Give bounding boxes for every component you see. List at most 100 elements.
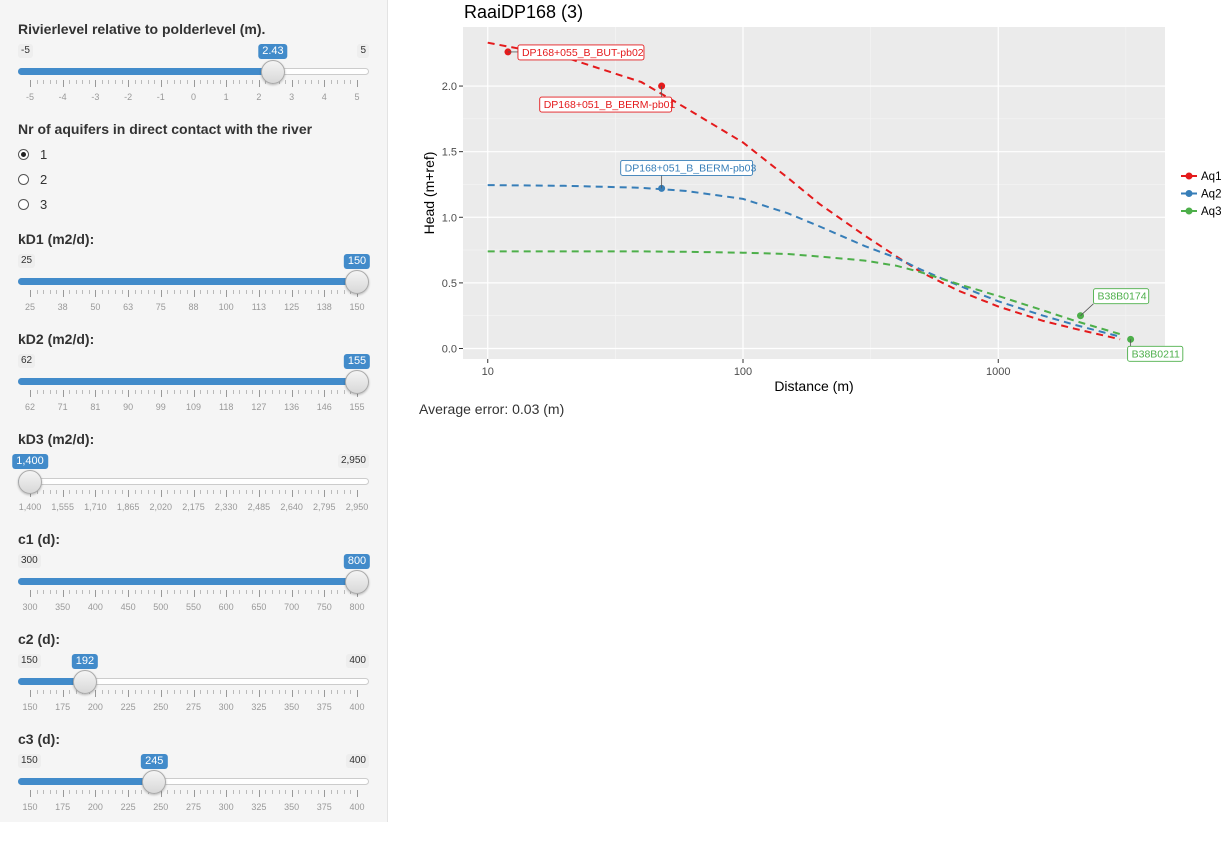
kd1-tick-label: 138: [316, 302, 332, 312]
kd1-minor-tick: [173, 290, 175, 294]
c1-handle[interactable]: [345, 570, 369, 594]
river_slider-minor-tick: [343, 80, 345, 84]
kd3-tick-label: 2,640: [280, 502, 303, 512]
point-label: DP168+055_B_BUT-pb02: [522, 47, 644, 59]
c3-minor-tick: [232, 790, 234, 794]
c1-tick: [291, 590, 293, 597]
c3-tick: [324, 790, 326, 797]
aquifer-radio-1[interactable]: [18, 149, 29, 160]
kd2-tick-label: 136: [284, 402, 300, 412]
kd2-tick-label: 127: [251, 402, 267, 412]
kd2-tick-label: 109: [185, 402, 202, 412]
c3-minor-tick: [75, 790, 77, 794]
river_slider-minor-tick: [173, 80, 175, 84]
kd3-slider[interactable]: 2,950 1,400 1,555 1,710 1,865 2,020 2,175 2,330…: [12, 454, 369, 544]
legend-key-point: [1185, 190, 1193, 197]
c3-ticks: 150 175 200 225 250 275 300 325 350 375 400: [18, 790, 369, 830]
kd2-slider[interactable]: 62 62 71 81 90 99 109 118 127 136 146 155 155: [18, 354, 371, 444]
river_slider-minor-tick: [134, 80, 136, 84]
c1-tick: [193, 590, 195, 597]
c1-minor-tick: [36, 590, 38, 594]
kd1-minor-tick: [180, 290, 182, 294]
aquifer-option-3[interactable]: 3: [18, 197, 47, 212]
c2-tick-label: 400: [349, 702, 365, 712]
river_slider-minor-tick: [337, 80, 339, 84]
kd3-track[interactable]: [18, 478, 369, 485]
c1-minor-tick: [82, 590, 84, 594]
kd3-minor-tick: [239, 490, 241, 494]
river_slider-max-label: 5: [357, 44, 369, 58]
y-tick-label: 2.0: [442, 81, 457, 93]
c1-tick-label: 400: [87, 602, 103, 612]
kd3-tick: [357, 490, 358, 497]
c1-minor-tick: [49, 590, 51, 594]
c3-tick: [128, 790, 130, 797]
river-level-slider[interactable]: -5 5 -5 -4 -3 -2 -1 0 1 2 3 4 5 2.43: [18, 44, 369, 134]
point-label: DP168+051_B_BERM-pb01: [544, 99, 676, 111]
c1-minor-tick: [75, 590, 77, 594]
c1-min-label: 300: [18, 554, 41, 568]
c3-minor-tick: [167, 790, 169, 794]
kd2-minor-tick: [101, 390, 103, 394]
river_slider-minor-tick: [147, 80, 149, 84]
c3-minor-tick: [82, 790, 84, 794]
c3-minor-tick: [180, 790, 182, 794]
c1-slider[interactable]: 300 300 350 400 450 500 550 600 650 700 750 800 800: [18, 554, 371, 644]
c3-minor-tick: [173, 790, 175, 794]
c3-minor-tick: [239, 790, 241, 794]
c1-fill: [18, 578, 357, 585]
c3-minor-tick: [298, 790, 300, 794]
kd2-minor-tick: [121, 390, 123, 394]
c2-minor-tick: [265, 690, 267, 694]
kd2-tick-label: 90: [123, 402, 134, 412]
c2-slider[interactable]: 150 400 150 175 200 225 250 275 300 325 350 375 400 1…: [18, 654, 369, 744]
aquifer-radio-2[interactable]: [18, 174, 29, 185]
river_slider-minor-tick: [154, 80, 156, 84]
kd2-minor-tick: [219, 390, 221, 394]
kd1-slider[interactable]: 25 25 38 50 63 75 88 100 113 125 138 150 150: [18, 254, 371, 344]
kd3-tick-label: 1,865: [116, 502, 140, 512]
river_slider-tick: [30, 80, 31, 87]
river_slider-tick-label: 2: [256, 92, 262, 102]
kd1-tick: [160, 290, 162, 297]
kd3-minor-tick: [304, 490, 306, 494]
c3-tick: [357, 790, 358, 797]
label-leader-line: [1080, 303, 1094, 316]
c1-minor-tick: [154, 590, 156, 594]
c2-max-label: 400: [346, 654, 369, 668]
kd2-minor-tick: [69, 390, 71, 394]
c2-tick: [291, 690, 293, 697]
c3-minor-tick: [115, 790, 117, 794]
c3-slider[interactable]: 150 400 150 175 200 225 250 275 300 325 350 375 400 2…: [18, 754, 369, 844]
point-label-box: [620, 159, 754, 176]
kd3-tick: [160, 490, 162, 497]
c1-minor-tick: [304, 590, 306, 594]
kd3-handle[interactable]: [18, 470, 42, 494]
kd2-tick: [324, 390, 326, 397]
kd1-minor-tick: [43, 290, 45, 294]
kd3-tick-label: 2,020: [149, 502, 173, 512]
kd2-tick: [291, 390, 293, 397]
aquifer-option-1[interactable]: 1: [18, 147, 47, 162]
kd3-minor-tick: [232, 490, 234, 494]
kd3-tick: [128, 490, 130, 497]
kd2-handle[interactable]: [345, 370, 369, 394]
kd1-minor-tick: [141, 290, 143, 294]
kd3-minor-tick: [278, 490, 280, 494]
kd2-minor-tick: [147, 390, 149, 394]
c3-handle[interactable]: [142, 770, 167, 794]
kd1-minor-tick: [56, 290, 58, 294]
aquifer-radio-3[interactable]: [18, 199, 29, 210]
kd2-minor-tick: [252, 390, 254, 394]
c2-handle[interactable]: [72, 670, 97, 694]
river_slider-minor-tick: [317, 80, 319, 84]
c2-minor-tick: [317, 690, 319, 694]
aquifer-option-2[interactable]: 2: [18, 172, 47, 187]
c3-minor-tick: [304, 790, 306, 794]
river_slider-handle[interactable]: [260, 60, 285, 84]
c2-minor-tick: [147, 690, 149, 694]
c1-minor-tick: [43, 590, 45, 594]
kd1-minor-tick: [206, 290, 208, 294]
kd3-tick: [324, 490, 326, 497]
kd1-handle[interactable]: [345, 270, 369, 294]
